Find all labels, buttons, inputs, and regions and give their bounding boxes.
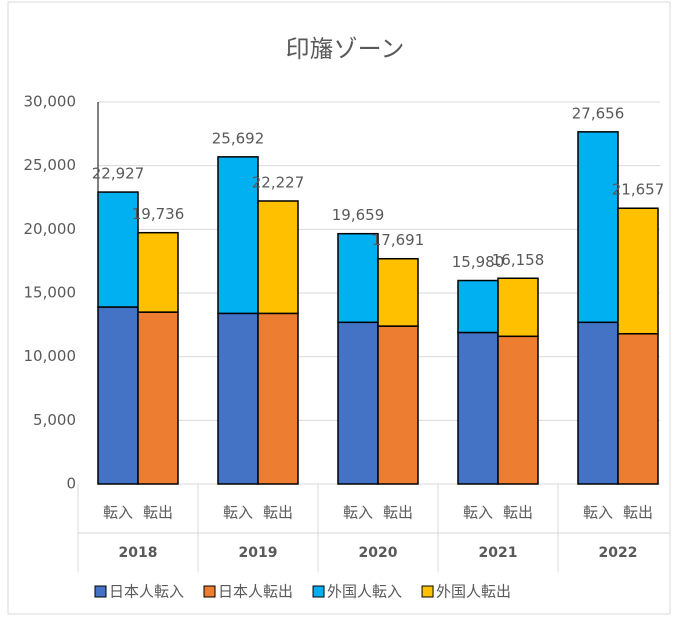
bar-segment xyxy=(97,306,139,485)
bar-segment xyxy=(97,191,139,308)
x-tick-label: 転出 xyxy=(623,504,653,522)
group-label: 2019 xyxy=(239,545,278,561)
bar-segment xyxy=(337,321,379,485)
group-label: 2020 xyxy=(359,545,398,561)
total-label: 19,736 xyxy=(132,205,185,223)
bar-segment xyxy=(457,279,499,334)
x-tick-label: 転入 xyxy=(583,504,613,522)
x-tick-label: 転入 xyxy=(463,504,493,522)
y-tick-label: 25,000 xyxy=(24,156,77,174)
total-label: 17,691 xyxy=(372,231,425,249)
legend-swatch xyxy=(421,585,434,598)
bar-segment xyxy=(497,277,539,338)
x-tick-label: 転出 xyxy=(503,504,533,522)
total-label: 19,659 xyxy=(332,206,385,224)
total-label: 27,656 xyxy=(572,104,625,122)
bar-segment xyxy=(257,200,299,315)
x-tick-label: 転出 xyxy=(143,504,173,522)
y-tick-label: 15,000 xyxy=(24,284,77,302)
y-tick-label: 10,000 xyxy=(24,347,77,365)
bar-segment xyxy=(617,207,659,335)
bar-segment xyxy=(257,312,299,485)
legend-swatch xyxy=(312,585,325,598)
x-tick-label: 転出 xyxy=(263,504,293,522)
group-label: 2022 xyxy=(599,545,638,561)
y-tick-label: 20,000 xyxy=(24,220,77,238)
bar-segment xyxy=(377,325,419,485)
x-tick-label: 転出 xyxy=(383,504,413,522)
x-tick-label: 転入 xyxy=(103,504,133,522)
total-label: 15,980 xyxy=(452,253,505,271)
group-label: 2018 xyxy=(119,545,158,561)
bar-segment xyxy=(497,335,539,485)
y-tick-label: 30,000 xyxy=(24,93,77,111)
bar-segment xyxy=(137,311,179,485)
legend-label: 日本人転出 xyxy=(218,583,293,601)
chart-title: 印旛ゾーン xyxy=(286,35,405,63)
group-label: 2021 xyxy=(479,545,518,561)
total-label: 22,227 xyxy=(252,173,305,191)
bar-segment xyxy=(217,312,259,485)
legend-label: 外国人転入 xyxy=(327,583,402,601)
y-tick-label: 0 xyxy=(66,475,76,493)
y-tick-label: 5,000 xyxy=(33,411,76,429)
bar-segment xyxy=(457,331,499,485)
legend-swatch xyxy=(203,585,216,598)
total-label: 16,158 xyxy=(492,251,545,269)
x-tick-label: 転入 xyxy=(223,504,253,522)
legend-label: 日本人転入 xyxy=(109,583,184,601)
bar-segment xyxy=(577,321,619,485)
total-label: 21,657 xyxy=(612,181,665,199)
bar-segment xyxy=(577,131,619,324)
legend-swatch xyxy=(94,585,107,598)
bar-segment xyxy=(377,257,419,327)
legend-label: 外国人転出 xyxy=(436,583,511,601)
x-tick-label: 転入 xyxy=(343,504,373,522)
bar-segment xyxy=(137,231,179,313)
bar-segment xyxy=(617,332,659,485)
total-label: 25,692 xyxy=(212,129,265,147)
total-label: 22,927 xyxy=(92,165,145,183)
